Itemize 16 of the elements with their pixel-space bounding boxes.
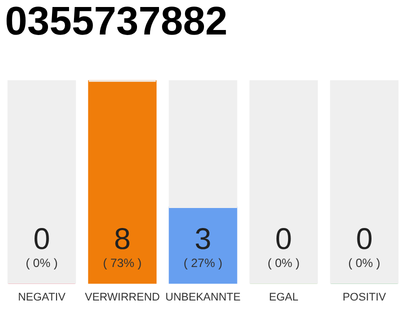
annotation: ( 73% ): [103, 256, 142, 270]
x-tick-label: UNBEKANNTE: [165, 292, 241, 304]
data-label: 3: [194, 223, 212, 256]
chart-title: 0355737882: [5, 0, 228, 44]
x-tick-label: VERWIRREND: [84, 292, 160, 304]
data-label: 0: [33, 223, 50, 256]
data-label: 8: [114, 223, 131, 256]
data-label: 0: [275, 223, 292, 256]
x-tick-label: POSITIV: [342, 292, 387, 304]
data-label: 0: [356, 223, 373, 256]
annotation: ( 0% ): [268, 256, 300, 270]
x-tick-label: EGAL: [268, 292, 298, 304]
annotation: ( 0% ): [26, 256, 58, 270]
annotation: ( 27% ): [184, 256, 222, 270]
annotation: ( 0% ): [348, 256, 380, 270]
x-tick-label: NEGATIV: [18, 292, 66, 304]
